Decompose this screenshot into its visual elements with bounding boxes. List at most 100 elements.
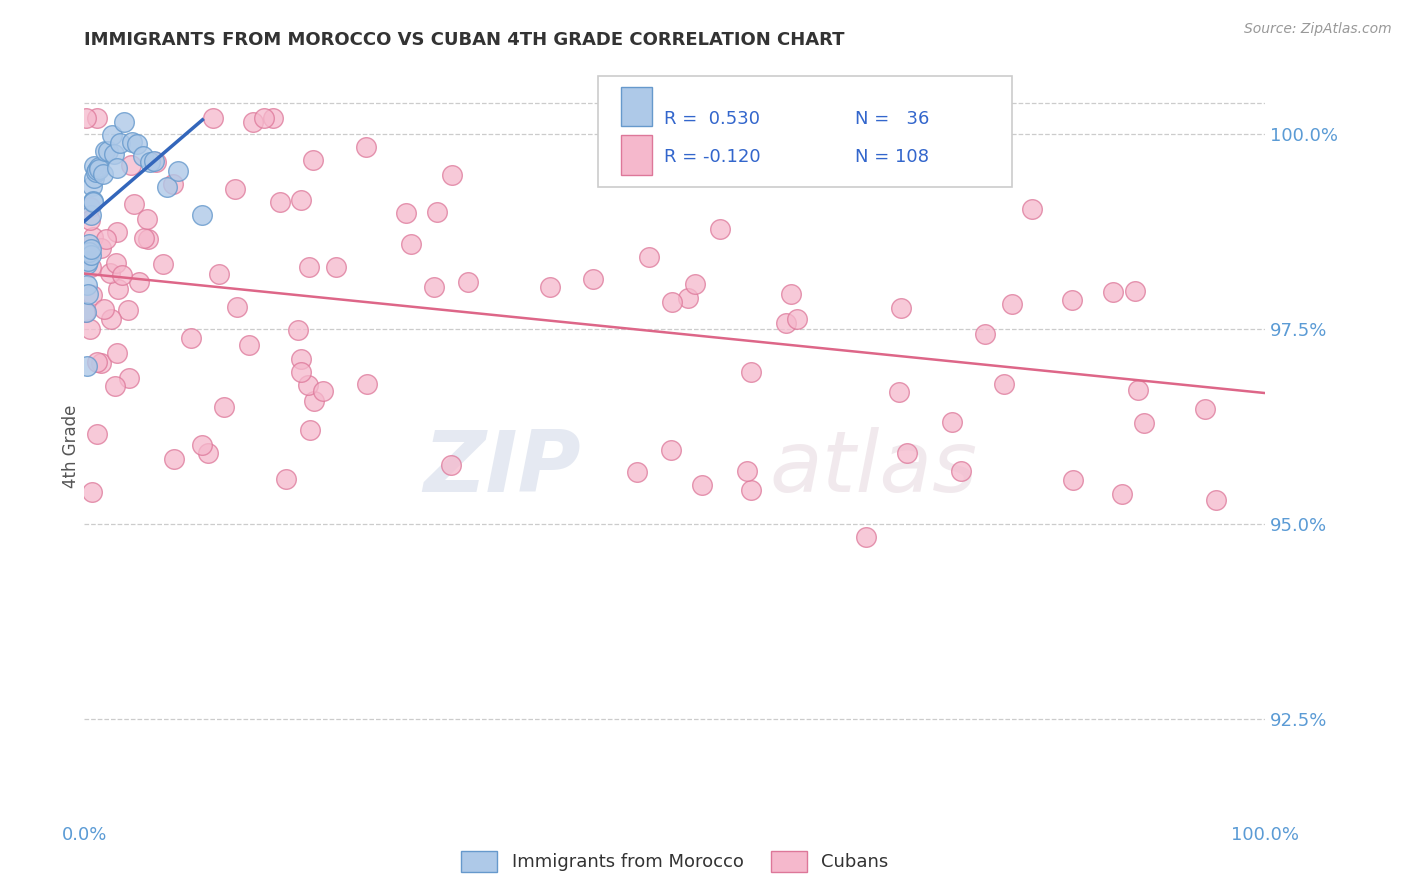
Point — [1125, 285, 1147, 299]
Point — [82, 195, 104, 210]
Point — [242, 115, 264, 129]
Point — [274, 472, 297, 486]
Point — [756, 119, 779, 133]
Point — [93, 301, 115, 316]
Point — [145, 154, 167, 169]
Point — [298, 423, 321, 437]
Point — [626, 465, 648, 479]
Point — [638, 250, 661, 264]
Point — [77, 237, 100, 252]
Point — [297, 260, 319, 274]
Point — [441, 168, 464, 182]
Point — [202, 111, 225, 125]
Point — [302, 394, 325, 409]
Point — [325, 260, 347, 274]
Point — [986, 111, 1008, 125]
Point — [132, 148, 155, 162]
Text: Source: ZipAtlas.com: Source: ZipAtlas.com — [1244, 22, 1392, 37]
Point — [166, 164, 188, 178]
Legend: Immigrants from Morocco, Cubans: Immigrants from Morocco, Cubans — [454, 844, 896, 879]
Point — [890, 301, 912, 316]
Point — [440, 458, 463, 472]
Point — [1111, 487, 1133, 501]
Point — [86, 111, 108, 125]
Point — [80, 208, 103, 222]
Point — [238, 338, 260, 352]
Point — [457, 275, 479, 289]
Point — [105, 256, 128, 270]
Point — [737, 464, 759, 478]
Point — [143, 153, 166, 168]
Point — [136, 211, 159, 226]
Point — [93, 145, 115, 159]
Point — [786, 312, 808, 326]
Point — [683, 277, 706, 291]
Point — [740, 483, 762, 497]
Point — [136, 232, 159, 246]
Point — [103, 146, 125, 161]
Point — [226, 300, 249, 314]
Point — [127, 137, 149, 152]
Point — [399, 237, 422, 252]
Point — [212, 401, 235, 415]
Point — [1194, 401, 1216, 416]
Point — [120, 158, 142, 172]
Point — [889, 385, 911, 400]
Point — [105, 225, 128, 239]
Point — [89, 241, 111, 255]
Point — [941, 415, 963, 429]
Text: ZIP: ZIP — [423, 427, 581, 510]
Point — [312, 384, 335, 398]
Point — [79, 200, 101, 214]
Point — [90, 356, 112, 370]
Point — [100, 128, 122, 143]
Point — [97, 144, 120, 158]
Point — [538, 280, 561, 294]
Point — [80, 260, 103, 274]
Point — [80, 248, 103, 262]
Point — [75, 111, 97, 125]
Point — [76, 257, 98, 271]
Point — [128, 275, 150, 289]
Point — [107, 282, 129, 296]
Point — [121, 135, 143, 149]
Point — [105, 345, 128, 359]
Point — [180, 331, 202, 345]
Point — [197, 445, 219, 459]
Point — [775, 316, 797, 330]
Point — [82, 194, 104, 208]
Point — [87, 161, 110, 176]
Point — [83, 159, 105, 173]
Point — [1001, 296, 1024, 310]
Point — [156, 179, 179, 194]
Point — [302, 153, 325, 167]
Point — [77, 244, 100, 259]
Point — [426, 205, 449, 219]
Point — [98, 266, 121, 280]
Point — [1062, 293, 1084, 308]
Point — [740, 365, 762, 379]
Point — [86, 355, 108, 369]
Point — [75, 305, 97, 319]
Point — [117, 303, 139, 318]
Text: atlas: atlas — [769, 427, 977, 510]
Point — [80, 242, 103, 256]
Point — [896, 445, 918, 459]
Point — [950, 464, 973, 478]
Point — [111, 268, 134, 282]
Point — [224, 182, 246, 196]
Point — [86, 164, 108, 178]
Point — [395, 206, 418, 220]
Point — [661, 443, 683, 458]
Point — [76, 277, 98, 292]
Point — [690, 477, 713, 491]
Point — [79, 322, 101, 336]
Point — [661, 295, 683, 310]
Point — [100, 311, 122, 326]
Point — [76, 286, 98, 301]
Text: R =  0.530: R = 0.530 — [664, 111, 759, 128]
Point — [993, 377, 1015, 392]
Point — [152, 257, 174, 271]
Point — [1132, 417, 1154, 431]
Point — [1102, 285, 1125, 299]
